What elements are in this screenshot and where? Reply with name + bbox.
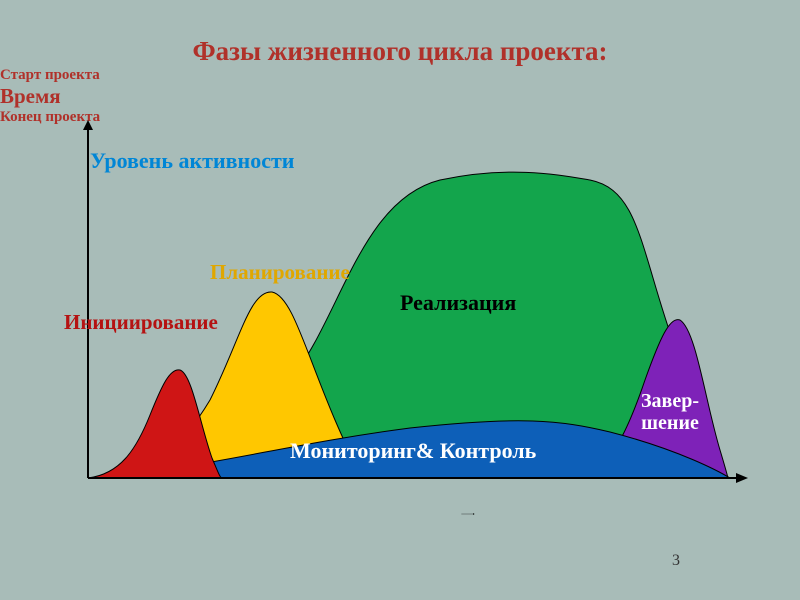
phase-label-plan: Планирование (210, 260, 350, 285)
page-number: 3 (672, 552, 680, 570)
phase-label-monitor: Мониторинг& Контроль (290, 438, 536, 464)
phase-label-real: Реализация (400, 290, 516, 316)
phase-label-close: Завер-шение (630, 390, 710, 434)
x-axis-start: Старт проекта (0, 67, 800, 84)
x-axis-label: Время (0, 84, 800, 109)
time-arrow-icon (428, 513, 508, 515)
y-axis-label: Уровень активности (90, 148, 294, 174)
page-title: Фазы жизненного цикла проекта: (0, 36, 800, 67)
phase-label-init: Инициирование (64, 310, 218, 335)
phase-area-initiation (88, 370, 222, 478)
